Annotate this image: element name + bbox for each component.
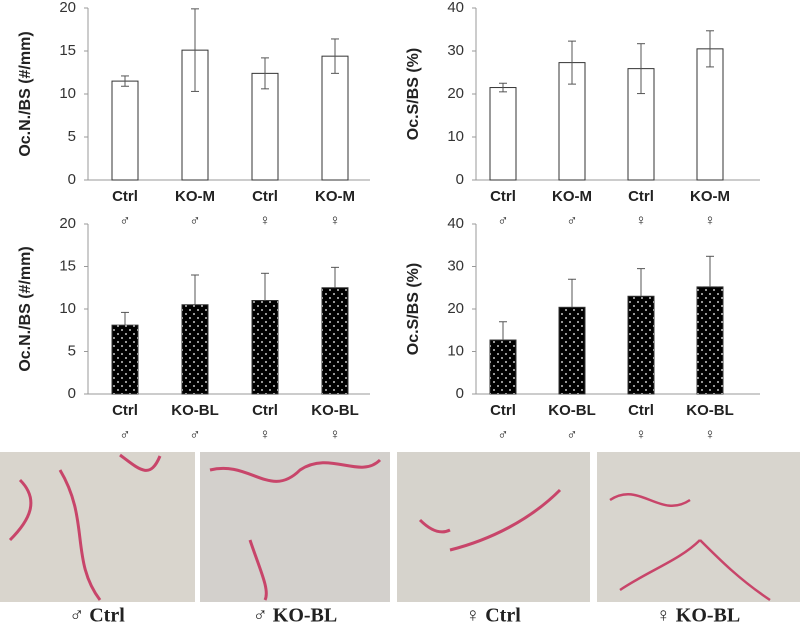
x-tick-label: Ctrl	[628, 402, 654, 419]
x-tick-label: ♀	[704, 426, 715, 443]
x-tick-label: ♀	[329, 212, 340, 229]
y-tick-label: 5	[68, 342, 76, 359]
bar	[321, 55, 349, 181]
bar-pattern	[112, 325, 138, 394]
y-tick-label: 15	[59, 42, 76, 59]
x-tick-label: KO-M	[690, 188, 730, 205]
bar-pattern	[252, 300, 278, 394]
bar	[627, 68, 655, 181]
x-tick-label: ♂	[566, 212, 577, 229]
stain	[418, 488, 562, 552]
caption: ♀ KO-BL	[656, 605, 740, 627]
y-tick-label: 20	[447, 85, 464, 102]
y-axis-label: Oc.N./BS (#/mm)	[17, 31, 34, 156]
bar	[111, 80, 139, 181]
x-tick-label: KO-M	[315, 188, 355, 205]
stain	[8, 453, 162, 601]
x-tick-label: ♂	[189, 426, 200, 443]
x-tick-label: KO-M	[552, 188, 592, 205]
x-tick-label: ♂	[497, 212, 508, 229]
y-tick-label: 10	[447, 128, 464, 145]
x-tick-label: ♀	[259, 426, 270, 443]
x-tick-label: ♀	[635, 212, 646, 229]
x-tick-label: ♂	[119, 426, 130, 443]
y-tick-label: 5	[68, 128, 76, 145]
micrograph	[0, 452, 195, 602]
x-tick-label: KO-BL	[686, 402, 734, 419]
x-tick-label: ♂	[566, 426, 577, 443]
y-tick-label: 0	[456, 385, 464, 402]
x-tick-label: Ctrl	[490, 188, 516, 205]
y-tick-label: 10	[59, 85, 76, 102]
x-tick-label: ♂	[119, 212, 130, 229]
x-tick-label: ♂	[497, 426, 508, 443]
y-tick-label: 0	[68, 385, 76, 402]
bar-pattern	[322, 287, 348, 394]
stain	[209, 458, 382, 601]
micrograph	[200, 452, 390, 602]
y-tick-label: 20	[447, 300, 464, 317]
bar-pattern	[490, 340, 516, 394]
x-tick-label: ♀	[259, 212, 270, 229]
x-tick-label: Ctrl	[628, 188, 654, 205]
x-tick-label: Ctrl	[112, 402, 138, 419]
y-tick-label: 0	[68, 171, 76, 188]
x-tick-label: ♂	[189, 212, 200, 229]
y-tick-label: 15	[59, 257, 76, 274]
y-tick-label: 20	[59, 215, 76, 232]
y-axis-label: Oc.N./BS (#/mm)	[17, 246, 34, 371]
y-tick-label: 30	[447, 42, 464, 59]
x-tick-label: Ctrl	[252, 188, 278, 205]
y-tick-label: 0	[456, 171, 464, 188]
x-tick-label: ♀	[704, 212, 715, 229]
x-tick-label: Ctrl	[112, 188, 138, 205]
stain	[609, 493, 771, 602]
y-tick-label: 20	[59, 0, 76, 16]
micrographs	[0, 452, 800, 602]
y-tick-label: 10	[447, 342, 464, 359]
y-tick-label: 10	[59, 300, 76, 317]
y-axis-label: Oc.S/BS (%)	[405, 48, 422, 140]
caption: ♀ Ctrl	[465, 605, 521, 627]
x-tick-label: KO-BL	[548, 402, 596, 419]
micrograph	[597, 452, 800, 602]
x-tick-label: Ctrl	[490, 402, 516, 419]
y-tick-label: 40	[447, 0, 464, 16]
bar	[696, 48, 724, 181]
bar	[251, 72, 279, 181]
caption: ♂ Ctrl	[69, 605, 125, 627]
x-tick-label: KO-BL	[311, 402, 359, 419]
x-tick-label: ♀	[635, 426, 646, 443]
bar-pattern	[697, 286, 723, 394]
y-axis-label: Oc.S/BS (%)	[405, 263, 422, 355]
bar-pattern	[628, 296, 654, 394]
bar-pattern	[559, 307, 585, 394]
x-tick-label: KO-M	[175, 188, 215, 205]
x-tick-label: Ctrl	[252, 402, 278, 419]
x-tick-label: ♀	[329, 426, 340, 443]
bar-pattern	[182, 304, 208, 394]
caption: ♂ KO-BL	[253, 605, 337, 627]
y-tick-label: 40	[447, 215, 464, 232]
bar	[489, 87, 517, 181]
y-tick-label: 30	[447, 257, 464, 274]
x-tick-label: KO-BL	[171, 402, 219, 419]
